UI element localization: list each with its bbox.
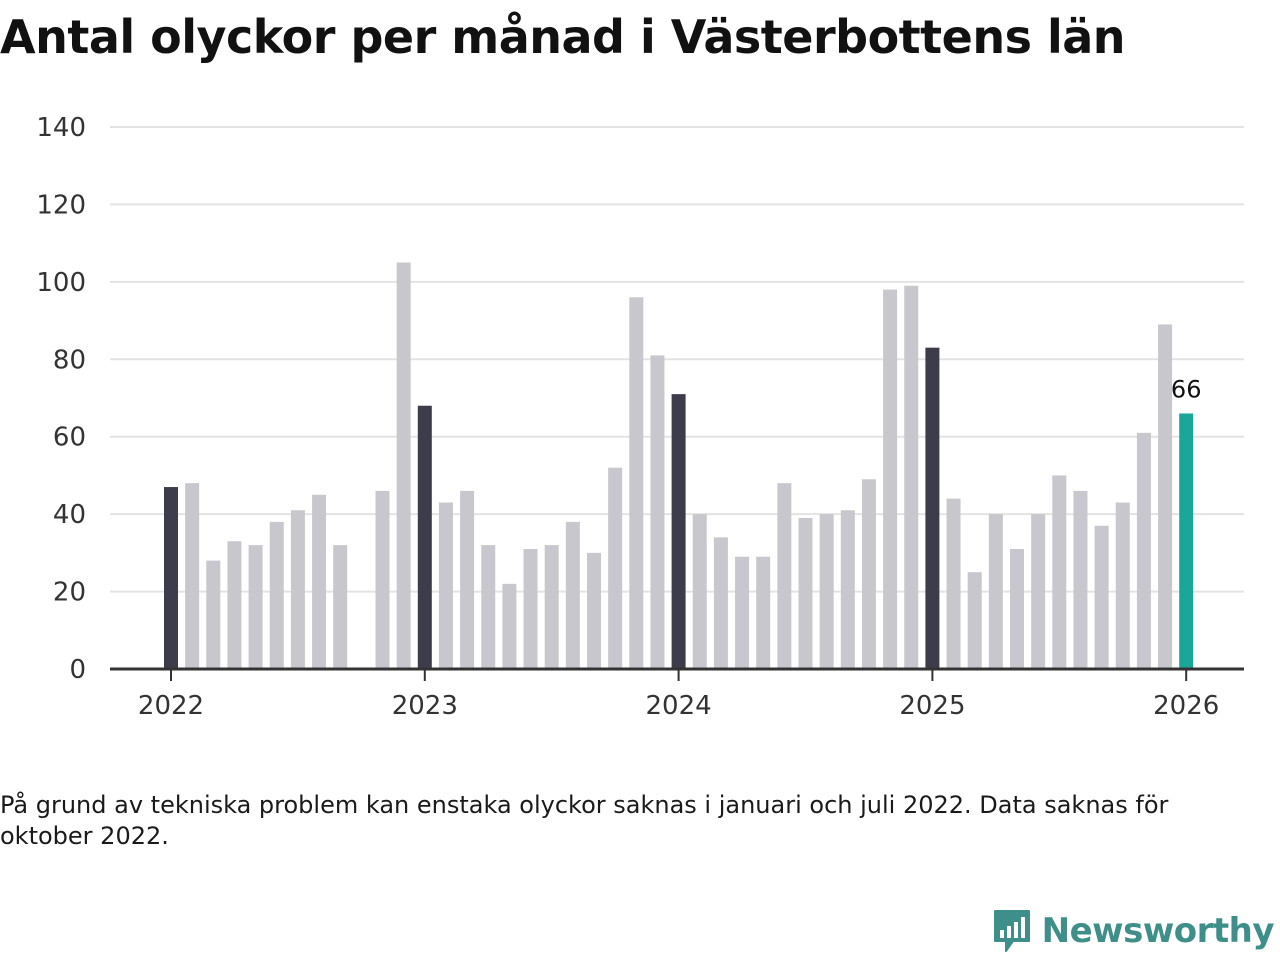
brand-name: Newsworthy [1041,911,1275,951]
bar-2025-12 [1158,324,1173,669]
bar-2024-08 [819,514,834,669]
bar-2024-06 [777,483,792,669]
bar-2025-03 [967,572,982,669]
bar-2023-06 [523,548,538,669]
x-tick-label: 2022 [138,691,204,721]
bar-2025-01 [925,347,940,669]
bar-2024-01 [671,394,686,669]
bar-2024-04 [735,556,750,669]
bar-2025-07 [1052,475,1067,669]
bar-2023-11 [629,297,644,669]
bar-2025-04 [988,514,1003,669]
bar-2022-04 [227,541,242,669]
y-tick-label: 60 [53,423,86,453]
y-tick-label: 140 [36,113,86,143]
x-tick-label: 2026 [1153,691,1219,721]
bar-2024-12 [904,285,919,669]
bar-2025-05 [1010,548,1024,669]
bar-2025-10 [1115,502,1130,669]
bar-2026-01 [1179,413,1194,669]
bar-2023-02 [438,502,453,669]
y-tick-label: 100 [36,268,86,298]
bar-2024-03 [713,537,728,669]
bar-2024-07 [798,518,813,669]
x-tick-label: 2025 [899,691,965,721]
x-tick-label: 2024 [646,691,712,721]
y-tick-label: 120 [36,190,86,220]
data-label-2026-01: 66 [1171,375,1202,403]
bar-2022-06 [269,521,284,669]
bar-2022-07 [290,510,305,669]
bar-2022-11 [375,490,390,669]
bar-2024-02 [692,514,707,669]
bar-2023-04 [481,545,496,669]
bar-2025-11 [1136,432,1151,669]
chart-title: Antal olyckor per månad i Västerbottens … [0,10,1126,64]
bar-2023-01 [417,405,432,669]
bar-2024-05 [756,556,771,669]
bar-2024-11 [883,289,898,669]
bar-2022-05 [248,545,263,669]
bars [164,262,1194,669]
bar-2023-12 [650,355,665,669]
y-tick-label: 20 [53,578,86,608]
bar-2022-09 [333,545,348,669]
bar-2022-12 [396,262,411,669]
bar-2023-03 [460,490,475,669]
newsworthy-logo-icon [993,910,1030,952]
y-tick-label: 80 [53,345,86,375]
bar-2023-05 [502,583,517,669]
y-tick-label: 0 [69,655,86,685]
bar-2025-09 [1094,525,1109,669]
newsworthy-logo[interactable]: Newsworthy [992,908,1275,954]
data-labels: 66 [1171,375,1202,403]
bar-2025-02 [946,498,961,669]
y-axis-ticks: 0 20 40 60 80 100 120 140 [36,113,86,685]
bar-2023-08 [565,521,580,669]
bar-2025-08 [1073,490,1088,669]
y-tick-label: 40 [53,500,86,530]
x-tick-label: 2023 [392,691,458,721]
bar-2024-10 [861,479,876,669]
bar-2025-06 [1031,514,1046,669]
bar-2023-09 [587,552,601,669]
bar-2023-07 [544,545,559,669]
bar-2022-08 [312,494,327,669]
bar-2023-10 [608,467,623,669]
bar-2024-09 [840,510,855,669]
bar-2022-02 [185,483,200,669]
footnote: På grund av tekniska problem kan enstaka… [0,791,1169,850]
x-axis-ticks: 2022 2023 2024 2025 2026 [138,669,1219,721]
bar-2022-03 [206,560,221,669]
bar-2022-01 [164,487,178,669]
